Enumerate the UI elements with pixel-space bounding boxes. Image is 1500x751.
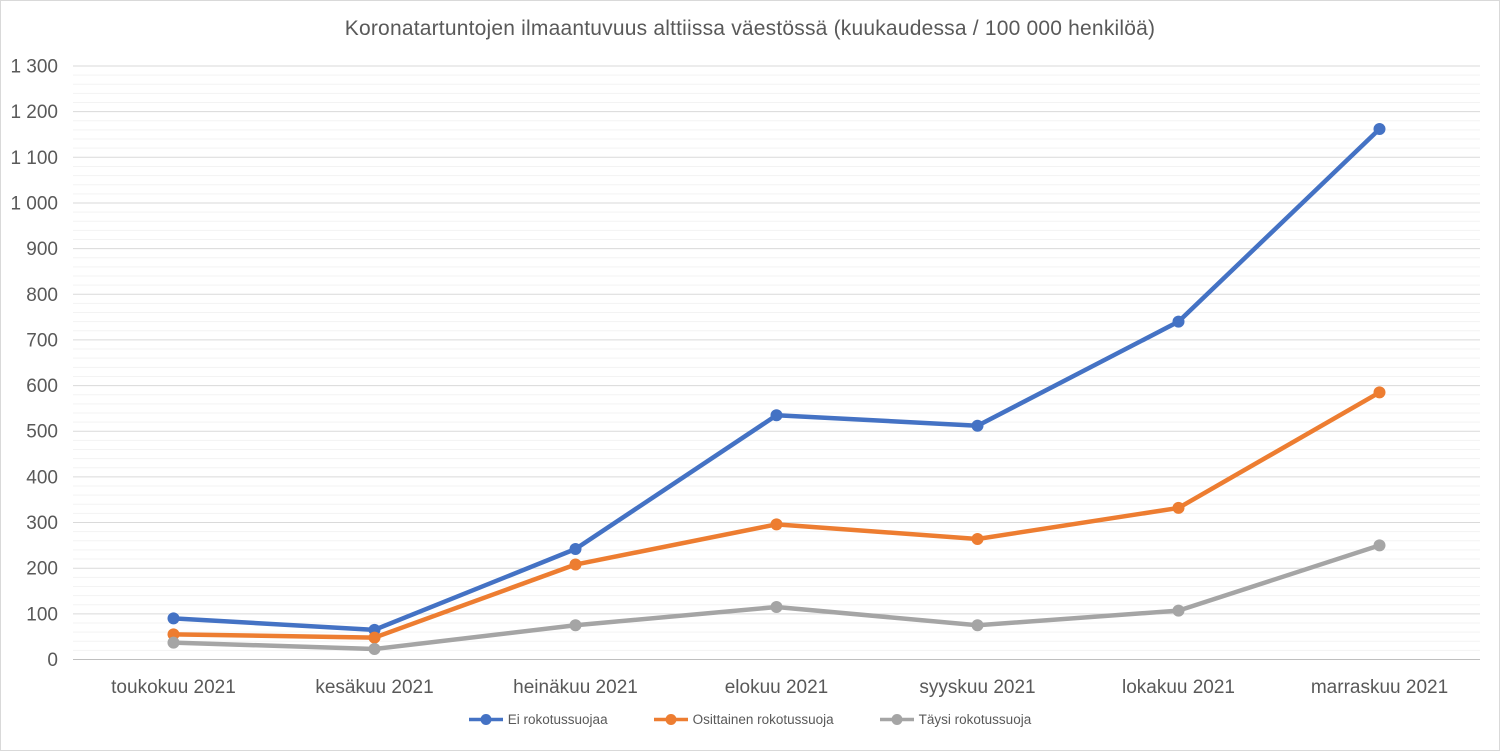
data-point[interactable] — [971, 532, 984, 545]
legend-item-täysi-rokotussuoja[interactable]: Täysi rokotussuoja — [879, 712, 1032, 727]
y-tick-label: 400 — [26, 467, 58, 488]
data-point[interactable] — [167, 636, 180, 649]
y-tick-label: 900 — [26, 239, 58, 260]
data-point[interactable] — [1172, 604, 1185, 617]
data-point[interactable] — [1373, 123, 1386, 136]
data-point[interactable] — [167, 612, 180, 625]
y-tick-label: 1 300 — [10, 57, 58, 78]
x-tick-label: syyskuu 2021 — [919, 677, 1035, 698]
x-tick-label: lokakuu 2021 — [1122, 677, 1235, 698]
data-point[interactable] — [1172, 501, 1185, 514]
y-tick-label: 100 — [26, 604, 58, 625]
data-point[interactable] — [569, 558, 582, 571]
y-tick-label: 1 100 — [10, 148, 58, 169]
data-point[interactable] — [569, 543, 582, 556]
y-tick-label: 800 — [26, 285, 58, 306]
series-line-täysi-rokotussuoja — [171, 543, 1382, 652]
data-point[interactable] — [1172, 315, 1185, 328]
data-point[interactable] — [368, 642, 381, 655]
legend-line-marker-icon — [879, 714, 914, 725]
data-point[interactable] — [770, 409, 783, 422]
plot-area: 0 100 200 300 400 500 600 700 800 900 1 000 1 100 1 … — [10, 57, 1480, 698]
chart-legend: Ei rokotussuojaa Osittainen rokotussuoja T… — [0, 712, 1500, 727]
legend-label: Täysi rokotussuoja — [918, 712, 1032, 727]
data-point[interactable] — [1373, 539, 1386, 552]
y-tick-label: 0 — [47, 650, 58, 671]
legend-label: Osittainen rokotussuoja — [692, 712, 834, 727]
data-point[interactable] — [368, 631, 381, 644]
x-tick-label: toukokuu 2021 — [111, 677, 236, 698]
data-point[interactable] — [569, 619, 582, 632]
x-tick-label: marraskuu 2021 — [1311, 677, 1448, 698]
legend-line-marker-icon — [468, 714, 503, 725]
legend-item-ei-rokotussuojaa[interactable]: Ei rokotussuojaa — [468, 712, 608, 727]
x-tick-label: kesäkuu 2021 — [315, 677, 433, 698]
data-point[interactable] — [167, 628, 180, 641]
series-line-osittainen-rokotussuoja — [171, 390, 1382, 640]
data-point[interactable] — [971, 619, 984, 632]
series-line-ei-rokotussuojaa — [171, 126, 1382, 633]
x-tick-label: heinäkuu 2021 — [513, 677, 638, 698]
data-point[interactable] — [971, 419, 984, 432]
y-tick-label: 600 — [26, 376, 58, 397]
y-tick-label: 200 — [26, 559, 58, 580]
x-tick-label: elokuu 2021 — [725, 677, 829, 698]
data-point[interactable] — [1373, 386, 1386, 399]
y-tick-label: 500 — [26, 422, 58, 443]
legend-item-osittainen-rokotussuoja[interactable]: Osittainen rokotussuoja — [653, 712, 834, 727]
legend-line-marker-icon — [653, 714, 688, 725]
legend-label: Ei rokotussuojaa — [507, 712, 608, 727]
y-tick-label: 1 200 — [10, 102, 58, 123]
data-point[interactable] — [770, 600, 783, 613]
y-tick-label: 700 — [26, 330, 58, 351]
data-point[interactable] — [770, 518, 783, 531]
y-tick-label: 300 — [26, 513, 58, 534]
chart-title: Koronatartuntojen ilmaantuvuus alttiissa… — [344, 17, 1156, 40]
y-tick-label: 1 000 — [10, 193, 58, 214]
